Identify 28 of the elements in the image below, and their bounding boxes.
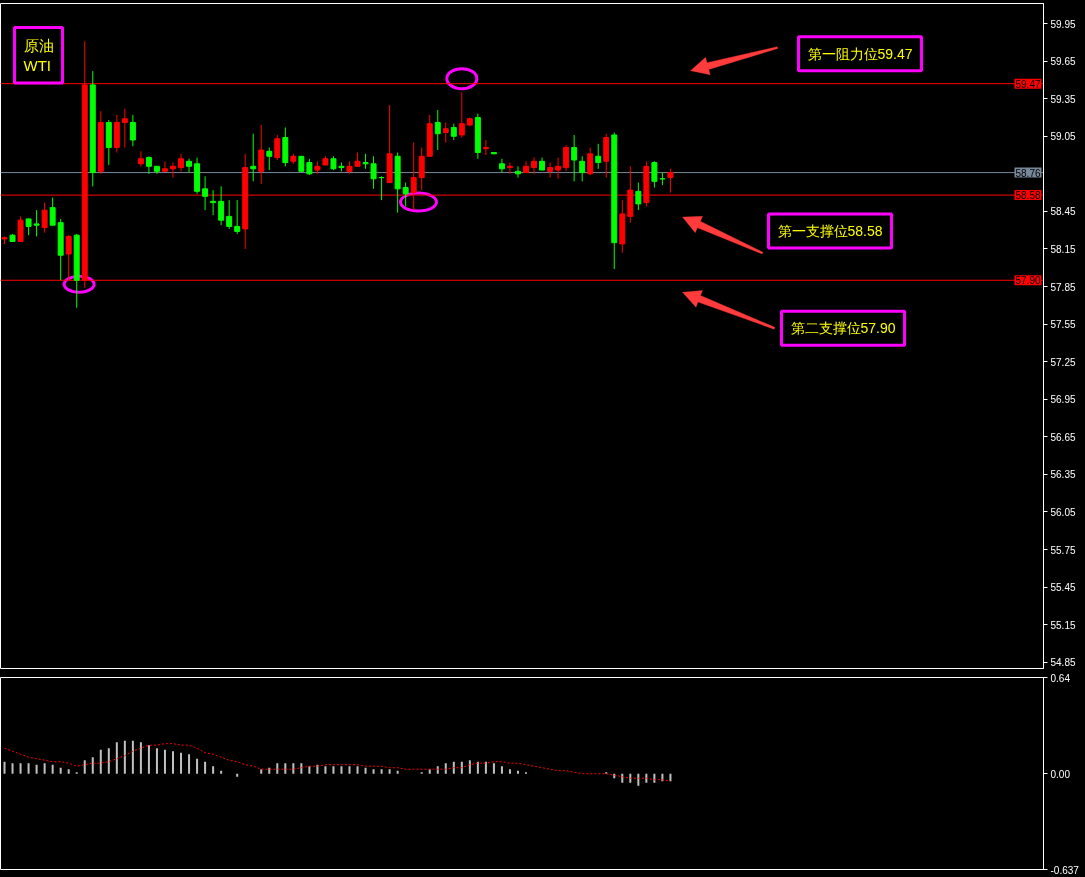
y-tick-label: 59.05 [1050, 131, 1076, 143]
y-tick-label: 59.35 [1050, 93, 1076, 105]
y-tick-label: 59.65 [1050, 56, 1076, 68]
y-tick-label: 56.95 [1050, 394, 1076, 406]
annotation: 第一支撑位58.58 [777, 223, 883, 240]
y-tick-label: 59.95 [1050, 18, 1076, 30]
y-tick-label: 0.00 [1050, 768, 1071, 780]
y-tick-label: 57.25 [1050, 356, 1076, 368]
ref-line-label: 59.47 [1015, 78, 1041, 90]
y-tick-label: -0.637 [1050, 864, 1080, 876]
y-tick-label: 54.85 [1050, 657, 1076, 669]
ref-line-label: 57.90 [1015, 275, 1041, 287]
y-tick-label: 56.65 [1050, 431, 1076, 443]
y-tick-label: 57.85 [1050, 281, 1076, 293]
y-tick-label: 56.35 [1050, 469, 1076, 481]
y-tick-label: 0.64 [1050, 672, 1071, 684]
y-tick-label: 58.15 [1050, 243, 1076, 255]
y-tick-label: 56.05 [1050, 506, 1076, 518]
y-tick-label: 55.15 [1050, 619, 1076, 631]
annotation: 第二支撑位57.90 [790, 320, 896, 337]
y-tick-label: 55.75 [1050, 544, 1076, 556]
y-tick-label: 55.45 [1050, 582, 1076, 594]
ref-line-label: 58.76 [1015, 167, 1041, 179]
ref-line-label: 58.58 [1015, 190, 1041, 202]
y-tick-label: 57.55 [1050, 319, 1076, 331]
annotation: 第一阻力位59.47 [807, 45, 913, 62]
text: 原油 WTI [23, 36, 54, 74]
y-tick-label: 58.45 [1050, 206, 1076, 218]
